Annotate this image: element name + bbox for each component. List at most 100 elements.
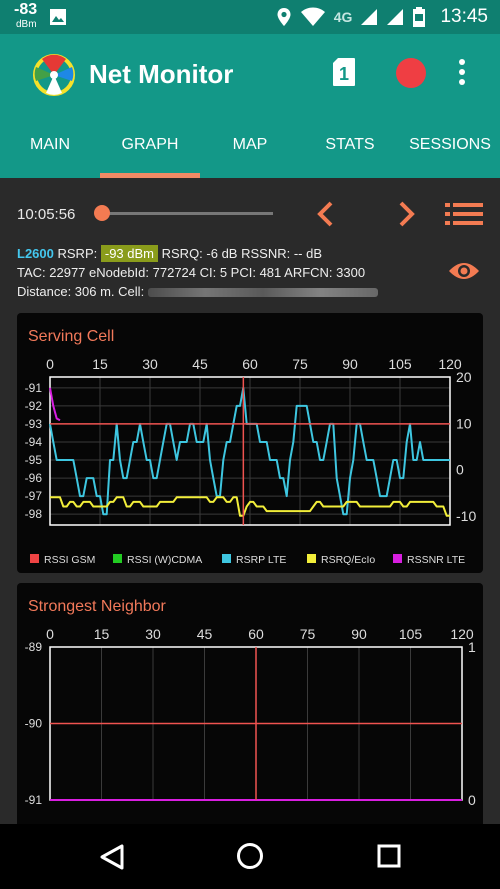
y-left-tick-label: -89 [25, 640, 43, 654]
x-tick-label: 60 [242, 356, 258, 372]
y-right-tick-label: 20 [456, 369, 472, 385]
more-options-icon[interactable] [458, 58, 466, 86]
rssnr-value: RSSNR: -- dB [241, 246, 323, 261]
x-tick-label: 30 [142, 356, 158, 372]
x-tick-label: 90 [351, 626, 367, 642]
x-tick-label: 120 [450, 626, 474, 642]
next-icon[interactable] [397, 200, 417, 228]
y-left-tick-label: -94 [25, 435, 43, 449]
list-icon[interactable] [445, 202, 483, 226]
system-nav-bar [0, 824, 500, 889]
y-left-tick-label: -91 [25, 381, 43, 395]
cell-label: Cell: [118, 284, 145, 299]
series-line-rsrq-ecio [50, 496, 450, 517]
clock: 13:45 [440, 6, 488, 27]
serving-cell-title: Serving Cell [28, 328, 115, 345]
x-tick-label: 75 [292, 356, 308, 372]
location-icon [277, 8, 291, 26]
distance-value: Distance: 306 m. [17, 284, 115, 299]
app-logo-icon [33, 54, 75, 96]
series-line-rssnr-lte [49, 387, 61, 422]
x-tick-label: 90 [342, 356, 358, 372]
legend-label: RSSI (W)CDMA [127, 554, 202, 566]
legend-label: RSRP LTE [236, 554, 286, 566]
tab-graph[interactable]: GRAPH [121, 136, 179, 153]
x-tick-label: 45 [197, 626, 213, 642]
signal-strength-unit: dBm [16, 19, 37, 30]
y-right-tick-label: 0 [468, 792, 476, 808]
strongest-neighbor-chart: 0 15 30 45 60 75 90 105 120 -89 -90 -91 1 0 [25, 626, 476, 808]
playback-slider-track[interactable] [101, 212, 273, 215]
cell-info-line-3: Distance: 306 m. Cell: [17, 284, 378, 299]
plot-frame [49, 376, 451, 526]
back-icon[interactable] [99, 843, 125, 871]
app-bar: Net Monitor 1 [0, 34, 500, 112]
app-title: Net Monitor [89, 59, 234, 89]
x-tick-label: 75 [300, 626, 316, 642]
tab-main[interactable]: MAIN [30, 136, 70, 153]
home-icon[interactable] [236, 842, 264, 870]
y-left-tick-label: -91 [25, 793, 43, 807]
cell-signal-icon [361, 9, 378, 25]
legend-swatch [307, 554, 316, 563]
x-tick-label: 105 [388, 356, 412, 372]
recents-icon[interactable] [377, 844, 401, 868]
rsrp-value: -93 dBm [100, 245, 158, 262]
signal-strength-value: -83 [14, 1, 38, 18]
strongest-neighbor-title: Strongest Neighbor [28, 598, 166, 615]
rsrp-label: RSRP: [57, 246, 98, 261]
cell-name-redacted [147, 288, 378, 298]
x-tick-label: 15 [92, 356, 108, 372]
tab-bar: MAIN GRAPH MAP STATS SESSIONS [0, 112, 500, 178]
legend-swatch [222, 554, 231, 563]
battery-icon [413, 7, 426, 27]
rsrq-value: RSRQ: -6 dB [161, 246, 238, 261]
x-tick-label: 120 [438, 356, 462, 372]
x-tick-label: 15 [94, 626, 110, 642]
y-left-tick-label: -98 [25, 507, 43, 521]
serving-cell-chart: 0 15 30 45 60 75 90 105 120 -91 -92 -93 -94 -95 -96 -97… [25, 356, 477, 566]
tab-sessions[interactable]: SESSIONS [409, 136, 491, 153]
y-left-tick-label: -97 [25, 489, 43, 503]
y-left-tick-label: -95 [25, 453, 43, 467]
graph-content: 10:05:56 L2600 RSRP: -93 dBm RSRQ: -6 dB… [0, 178, 500, 824]
legend-swatch [30, 554, 39, 563]
playback-slider-thumb[interactable] [94, 205, 110, 221]
wifi-icon [300, 7, 325, 26]
x-tick-label: 60 [248, 626, 264, 642]
legend-swatch [393, 554, 402, 563]
tab-stats[interactable]: STATS [325, 136, 375, 153]
image-notification-icon [50, 9, 66, 25]
legend-swatch [113, 554, 122, 563]
x-tick-label: 45 [192, 356, 208, 372]
network-type-label: 4G [333, 9, 353, 25]
sim-card-icon[interactable]: 1 [332, 57, 356, 87]
previous-icon[interactable] [315, 200, 335, 228]
cell-signal-secondary-icon [387, 9, 404, 25]
tab-map[interactable]: MAP [232, 136, 268, 153]
x-tick-label: 0 [46, 626, 54, 642]
status-bar: -83 dBm 4G 13:45 [0, 0, 500, 34]
record-button[interactable] [396, 58, 426, 88]
cell-info-line-2: TAC: 22977 eNodebId: 772724 CI: 5 PCI: 4… [17, 265, 366, 280]
serving-cell-card: Serving Cell 0 15 30 45 60 75 90 105 120 -91 -92 -9… [17, 313, 483, 573]
x-tick-label: 0 [46, 356, 54, 372]
playback-time: 10:05:56 [17, 206, 76, 223]
sim-number: 1 [339, 64, 349, 84]
strongest-neighbor-card: Strongest Neighbor 0 15 30 45 60 75 90 105 120 -8… [17, 583, 483, 824]
x-tick-label: 30 [145, 626, 161, 642]
y-left-tick-label: -96 [25, 471, 43, 485]
y-left-tick-label: -90 [25, 717, 43, 731]
y-left-tick-label: -93 [25, 417, 43, 431]
cell-info-line-1: L2600 RSRP: -93 dBm RSRQ: -6 dB RSSNR: -… [17, 245, 323, 262]
x-tick-label: 105 [399, 626, 423, 642]
eye-icon[interactable] [448, 260, 480, 282]
legend-label: RSRQ/EcIo [321, 554, 375, 566]
legend-label: RSSNR LTE [407, 554, 465, 566]
active-tab-indicator [100, 173, 200, 178]
legend-label: RSSI GSM [44, 554, 95, 566]
y-right-tick-label: 0 [456, 462, 464, 478]
y-left-tick-label: -92 [25, 399, 43, 413]
band-label: L2600 [17, 246, 54, 261]
y-right-tick-label: -10 [456, 508, 476, 524]
